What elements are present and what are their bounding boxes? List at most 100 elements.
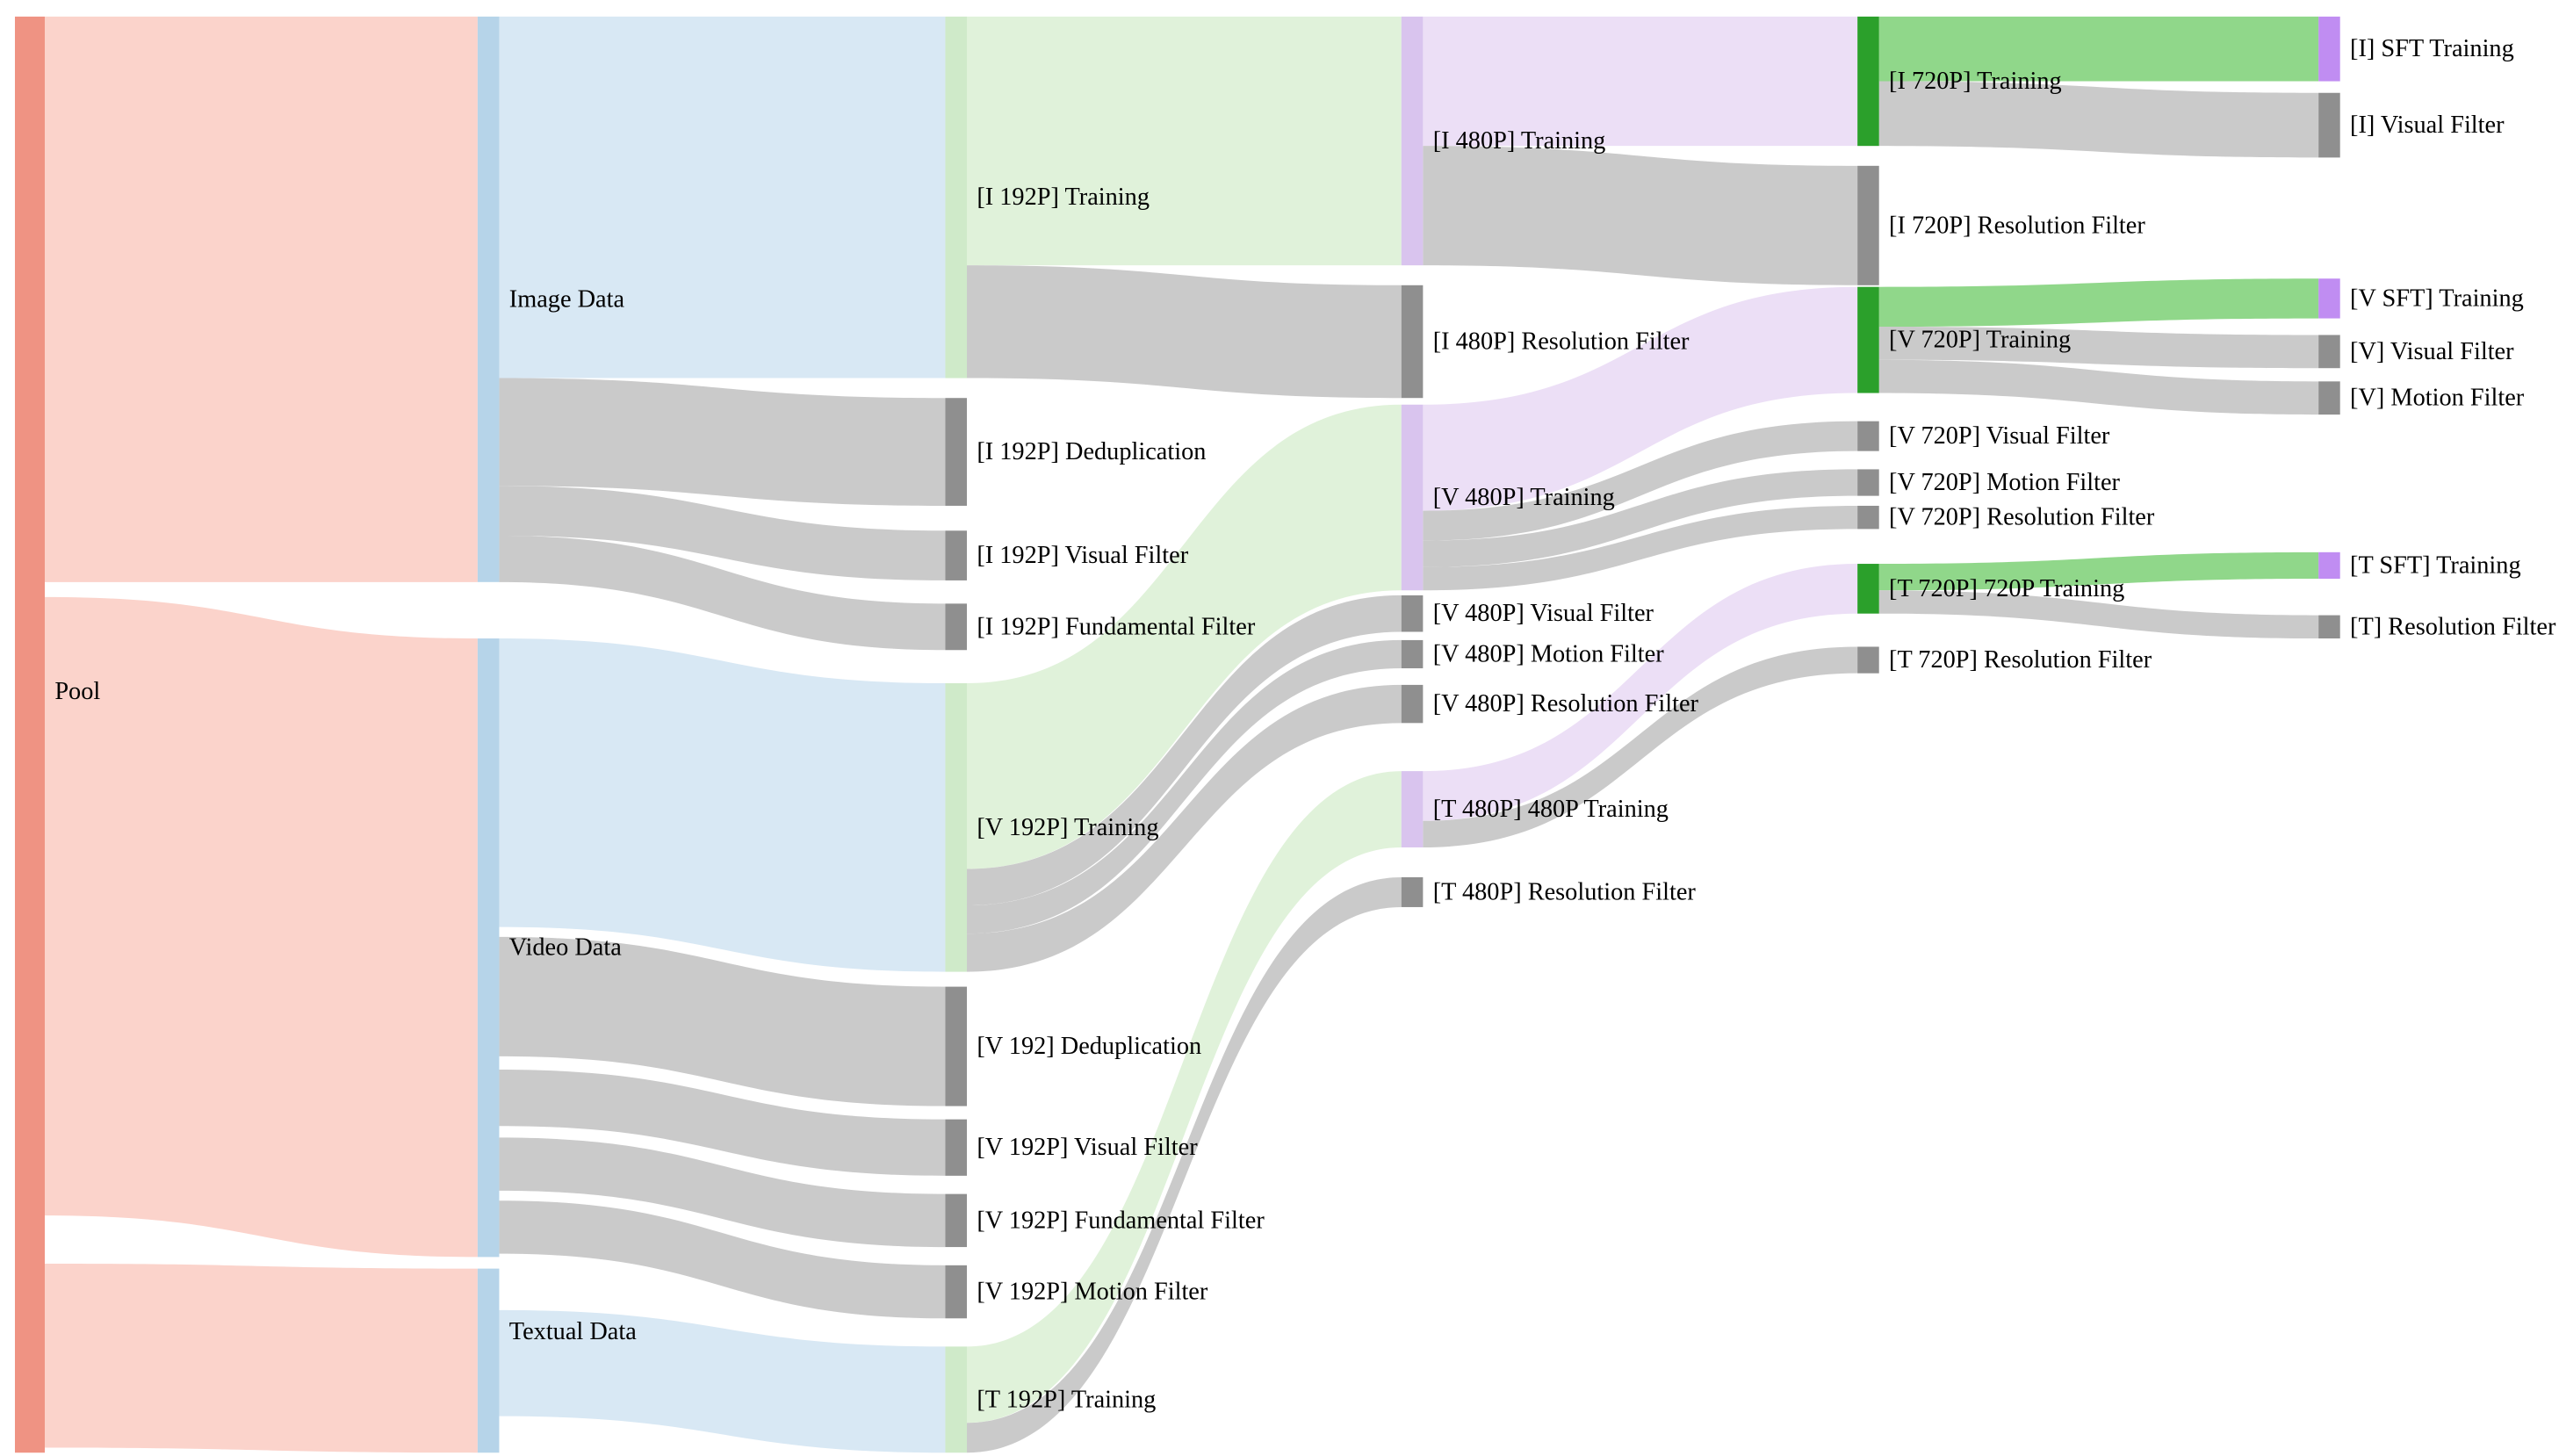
node-textual-data bbox=[477, 1268, 500, 1453]
node-v-sft bbox=[2318, 278, 2340, 319]
link-v720-training--v-visual bbox=[1878, 327, 2319, 369]
link-t480-training--t720-res bbox=[1423, 646, 1858, 847]
link-v192-training--v480-motion bbox=[967, 639, 1402, 934]
link-v480-training--v720-motion bbox=[1423, 469, 1858, 567]
label-image-data: Image Data bbox=[509, 285, 625, 313]
label-v720-training: [V 720P] Training bbox=[1889, 327, 2071, 354]
link-video-data--v192-training bbox=[499, 638, 946, 972]
link-i192-training--i480-res bbox=[967, 265, 1402, 399]
node-t-sft bbox=[2318, 551, 2340, 580]
link-v480-training--v720-training bbox=[1423, 286, 1858, 511]
label-video-data: Video Data bbox=[509, 934, 622, 962]
node-pool bbox=[14, 16, 45, 1453]
node-i192-training bbox=[945, 16, 968, 378]
sankey-links bbox=[44, 16, 2319, 1453]
node-v720-res bbox=[1857, 505, 1879, 530]
link-v192-training--v480-res bbox=[967, 684, 1402, 972]
sankey-nodes bbox=[14, 16, 2340, 1453]
link-v192-training--v480-visual bbox=[967, 595, 1402, 906]
link-v720-training--v-sft bbox=[1878, 278, 2319, 328]
label-v480-res: [V 480P] Resolution Filter bbox=[1433, 690, 1699, 717]
label-i-sft: [I] SFT Training bbox=[2350, 35, 2514, 62]
node-t720-training bbox=[1857, 564, 1879, 614]
node-t480-res bbox=[1401, 876, 1424, 907]
node-t-res bbox=[2318, 615, 2340, 639]
node-v480-training bbox=[1401, 404, 1424, 591]
node-i480-training bbox=[1401, 16, 1424, 266]
link-textual-data--t192-training bbox=[499, 1309, 946, 1453]
link-video-data--v192-dedup bbox=[499, 936, 946, 1106]
label-t-res: [T] Resolution Filter bbox=[2350, 613, 2556, 640]
label-v192-dedup: [V 192] Deduplication bbox=[977, 1033, 1201, 1060]
link-v720-training--v-motion bbox=[1878, 359, 2319, 415]
node-t480-training bbox=[1401, 771, 1424, 847]
sankey-labels: Pool Image Data Video Data Textual Data [I 1… bbox=[54, 35, 2556, 1413]
label-i-visual: [I] Visual Filter bbox=[2350, 112, 2505, 139]
node-v192-motion bbox=[945, 1265, 968, 1319]
link-i480-training--i720-res bbox=[1423, 146, 1858, 285]
label-v192-training: [V 192P] Training bbox=[977, 814, 1158, 841]
node-v192-fundamental bbox=[945, 1193, 968, 1248]
label-v-sft: [V SFT] Training bbox=[2350, 285, 2524, 312]
label-t480-training: [T 480P] 480P Training bbox=[1433, 796, 1669, 823]
label-v720-res: [V 720P] Resolution Filter bbox=[1889, 504, 2155, 531]
link-video-data--v192-motion bbox=[499, 1200, 946, 1319]
link-i720-training--i-visual bbox=[1878, 81, 2319, 158]
node-v720-motion bbox=[1857, 469, 1879, 496]
label-v192-fundamental: [V 192P] Fundamental Filter bbox=[977, 1207, 1265, 1234]
link-i480-training--i720-training bbox=[1423, 16, 1858, 147]
link-i720-training--i-sft bbox=[1878, 16, 2319, 82]
link-t720-training--t-res bbox=[1878, 590, 2319, 639]
link-image-data--i192-training bbox=[499, 16, 946, 378]
label-i192-visual: [I 192P] Visual Filter bbox=[977, 542, 1188, 569]
link-image-data--i192-dedup bbox=[499, 378, 946, 506]
link-t720-training--t-sft bbox=[1878, 551, 2319, 591]
node-i720-res bbox=[1857, 165, 1879, 285]
link-pool--textual-data bbox=[44, 1263, 478, 1453]
node-v480-motion bbox=[1401, 639, 1424, 669]
link-video-data--v192-visual bbox=[499, 1070, 946, 1176]
node-v192-visual bbox=[945, 1119, 968, 1176]
label-i192-fundamental: [I 192P] Fundamental Filter bbox=[977, 613, 1255, 640]
link-v480-training--v720-visual bbox=[1423, 421, 1858, 541]
link-t192-training--t480-training bbox=[967, 771, 1402, 1424]
label-v480-visual: [V 480P] Visual Filter bbox=[1433, 600, 1654, 627]
node-v192-training bbox=[945, 683, 968, 972]
label-t192-training: [T 192P] Training bbox=[977, 1386, 1156, 1413]
label-i720-res: [I 720P] Resolution Filter bbox=[1889, 212, 2145, 239]
link-i192-training--i480-training bbox=[967, 16, 1402, 266]
node-i-visual bbox=[2318, 92, 2340, 158]
node-i192-fundamental bbox=[945, 603, 968, 651]
node-v720-training bbox=[1857, 286, 1879, 393]
label-v720-visual: [V 720P] Visual Filter bbox=[1889, 422, 2110, 450]
label-i192-training: [I 192P] Training bbox=[977, 184, 1150, 211]
node-v-motion bbox=[2318, 381, 2340, 415]
label-i480-res: [I 480P] Resolution Filter bbox=[1433, 328, 1690, 356]
link-image-data--i192-visual bbox=[499, 486, 946, 580]
node-v192-dedup bbox=[945, 986, 968, 1106]
label-t720-training: [T 720P] 720P Training bbox=[1889, 575, 2124, 602]
node-i192-dedup bbox=[945, 398, 968, 506]
link-pool--video-data bbox=[44, 596, 478, 1258]
label-textual-data: Textual Data bbox=[509, 1318, 637, 1345]
node-i192-visual bbox=[945, 530, 968, 580]
link-image-data--i192-fundamental bbox=[499, 535, 946, 651]
label-t720-res: [T 720P] Resolution Filter bbox=[1889, 646, 2152, 674]
label-i192-dedup: [I 192P] Deduplication bbox=[977, 438, 1206, 465]
link-pool--image-data bbox=[44, 16, 478, 582]
node-v480-visual bbox=[1401, 595, 1424, 632]
label-v480-motion: [V 480P] Motion Filter bbox=[1433, 640, 1665, 667]
node-t720-res bbox=[1857, 646, 1879, 674]
label-v720-motion: [V 720P] Motion Filter bbox=[1889, 469, 2121, 496]
node-t192-training bbox=[945, 1346, 968, 1453]
label-t480-res: [T 480P] Resolution Filter bbox=[1433, 878, 1697, 905]
label-v-motion: [V] Motion Filter bbox=[2350, 385, 2525, 412]
label-v192-visual: [V 192P] Visual Filter bbox=[977, 1134, 1198, 1161]
label-i720-training: [I 720P] Training bbox=[1889, 68, 2062, 95]
label-t-sft: [T SFT] Training bbox=[2350, 551, 2521, 579]
link-v480-training--v720-res bbox=[1423, 505, 1858, 591]
link-v192-training--v480-training bbox=[967, 404, 1402, 869]
node-i720-training bbox=[1857, 16, 1879, 147]
